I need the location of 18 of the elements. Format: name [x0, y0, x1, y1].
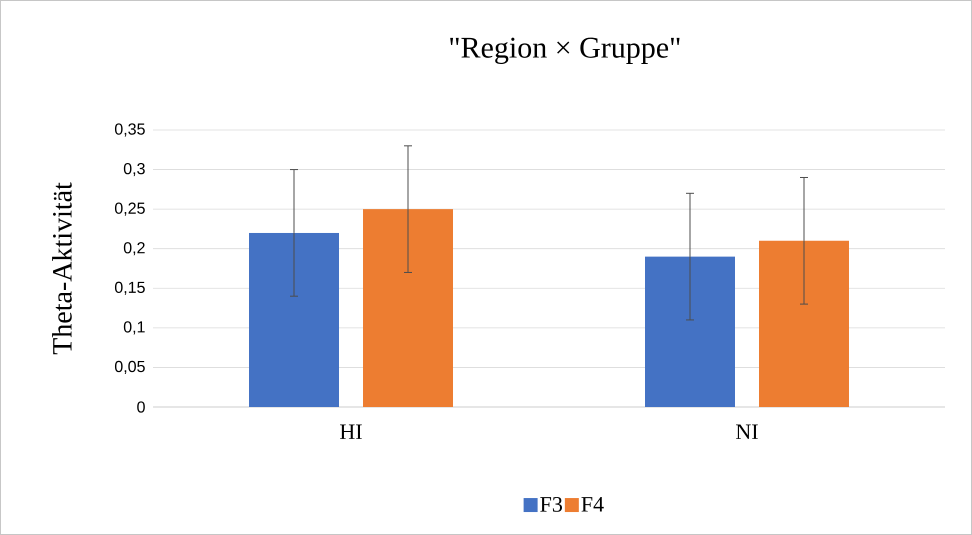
bar — [363, 209, 454, 407]
chart-title: "Region × Gruppe" — [450, 38, 680, 64]
y-tick-label: 0,3 — [124, 162, 145, 176]
y-tick-label: 0,15 — [114, 282, 145, 295]
bar — [645, 256, 735, 407]
legend-label: F4 — [581, 497, 604, 512]
y-tick-label: 0 — [137, 401, 145, 413]
bar — [249, 232, 340, 407]
y-tick-label: 0,2 — [124, 242, 145, 256]
legend-label: F3 — [540, 497, 562, 512]
y-axis-title: Theta-Aktivität — [52, 182, 72, 354]
y-tick-label: 0,1 — [124, 321, 145, 334]
y-tick-label: 0,05 — [114, 360, 145, 374]
y-tick-label: 0,35 — [114, 123, 145, 137]
bar — [759, 240, 849, 407]
x-tick-label: NI — [736, 424, 758, 439]
y-tick-label: 0,25 — [114, 202, 145, 216]
x-tick-label: HI — [340, 424, 362, 439]
